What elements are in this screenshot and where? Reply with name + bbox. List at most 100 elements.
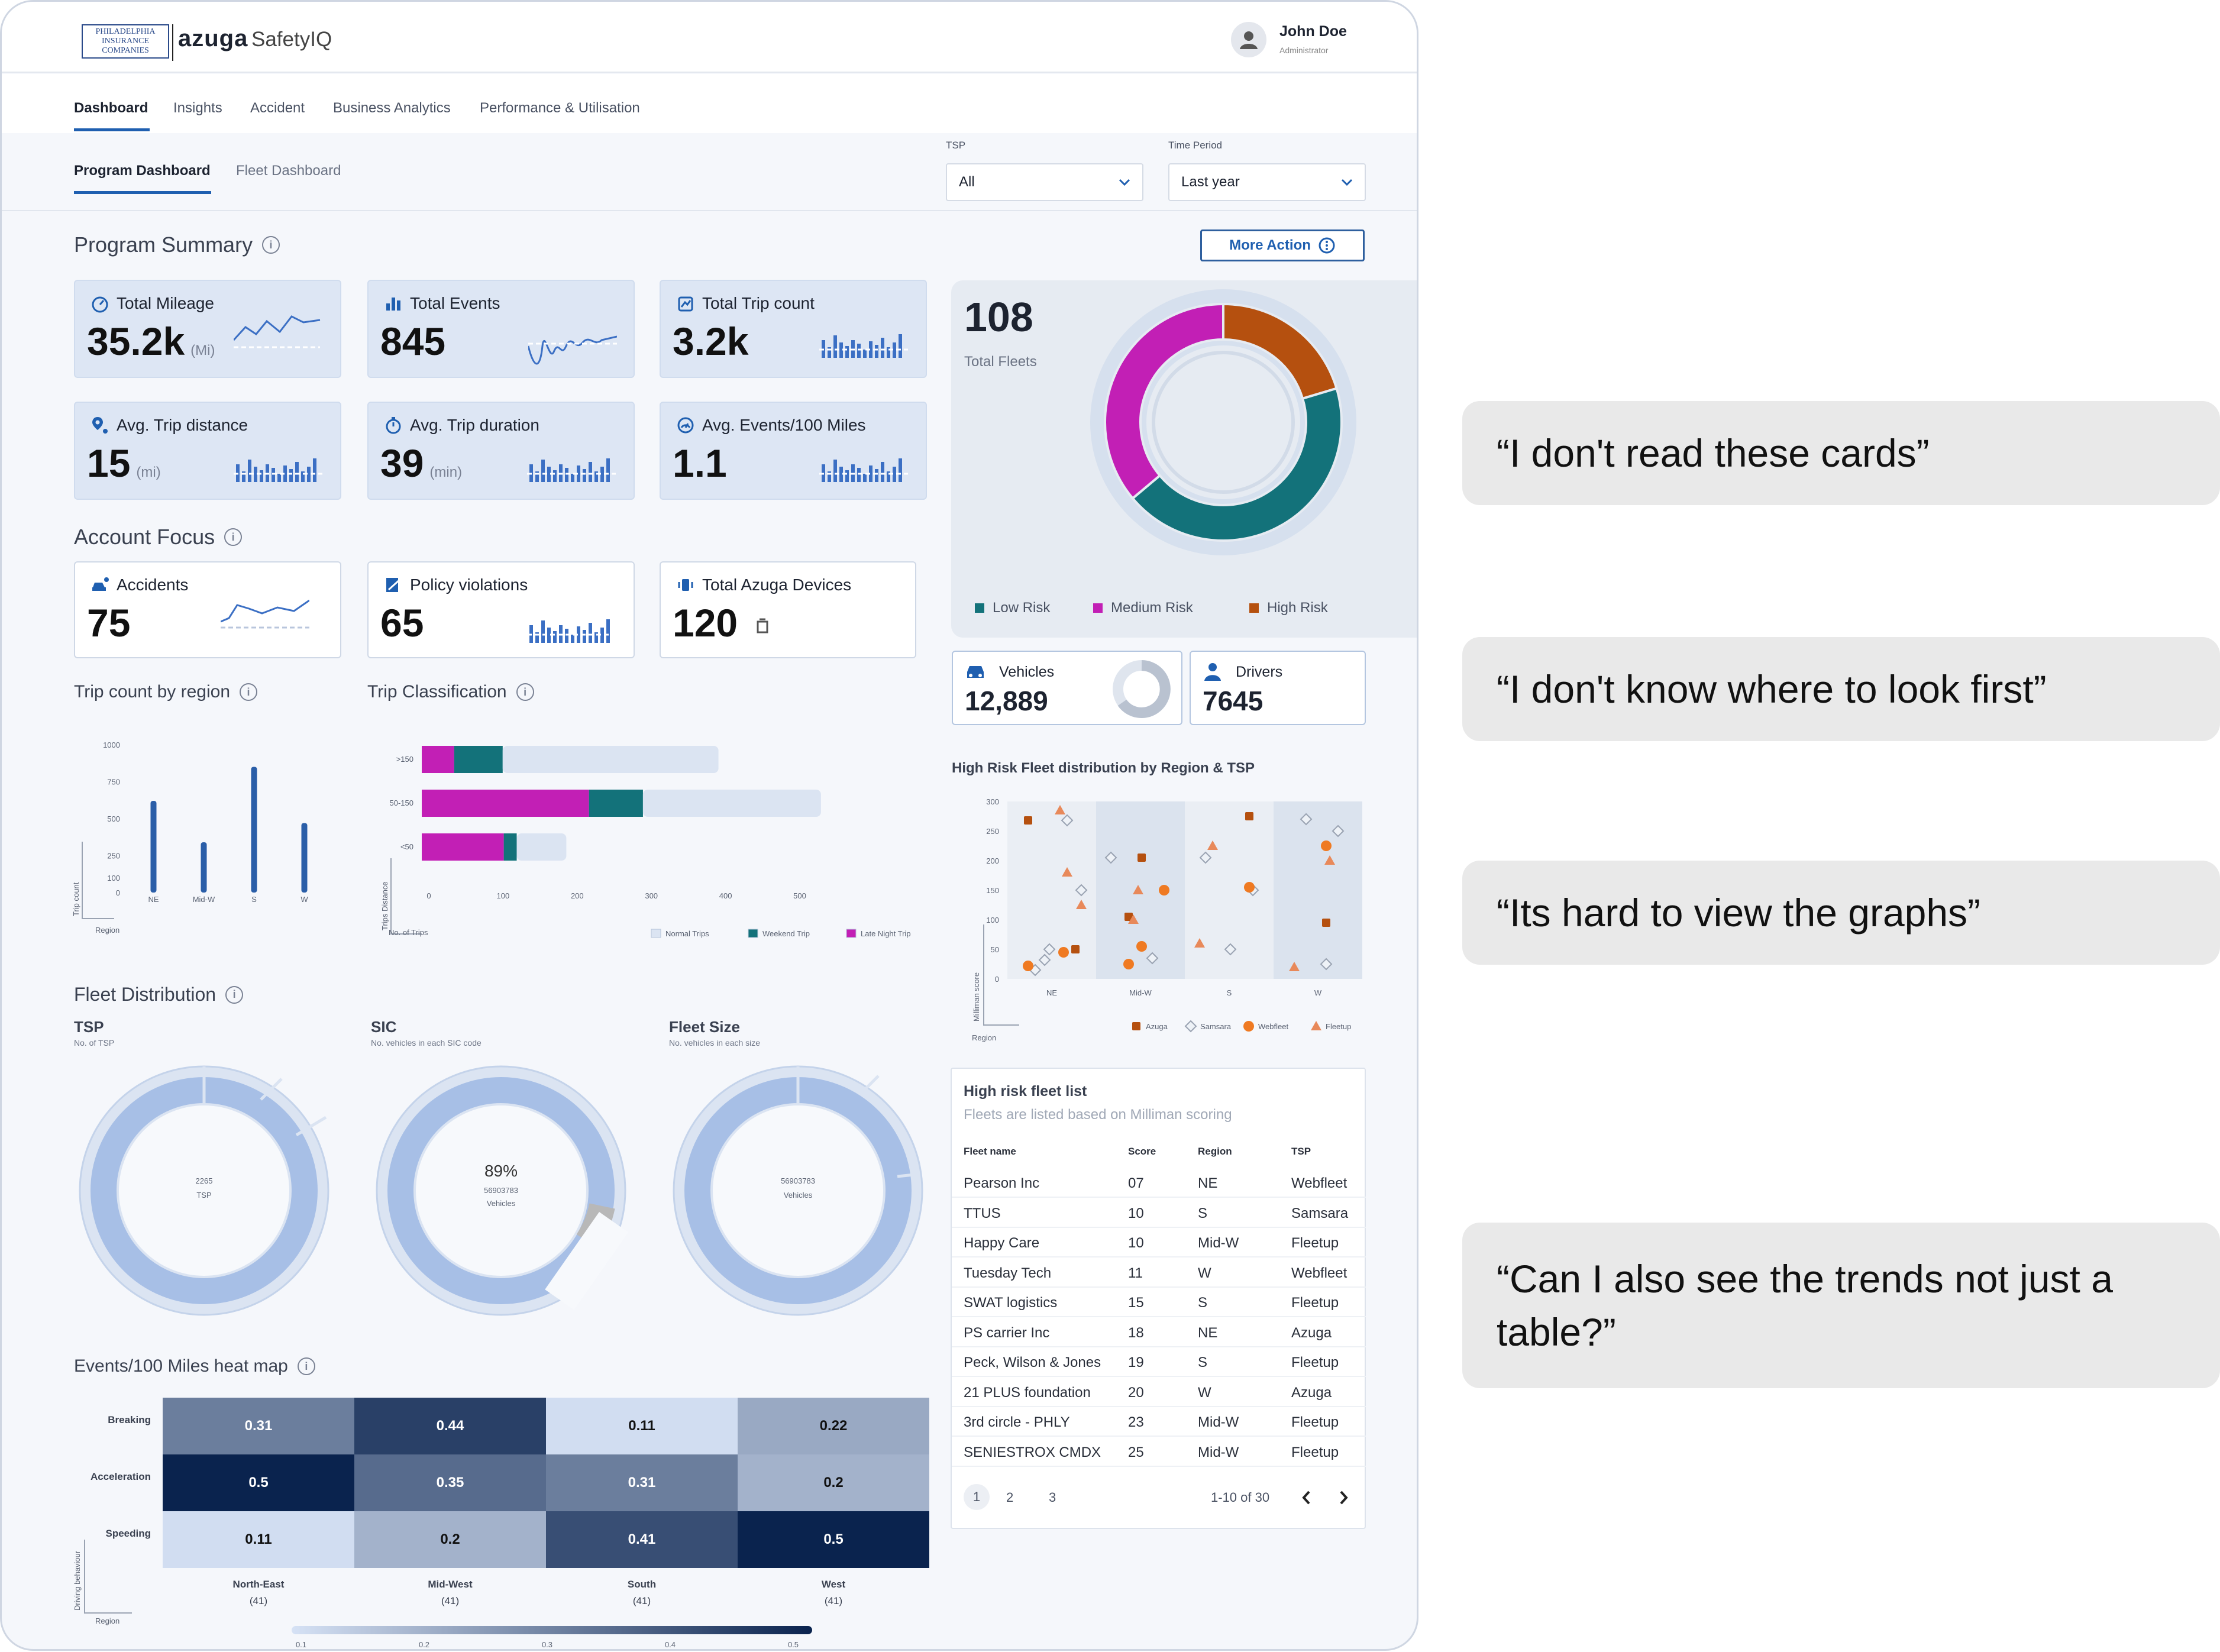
heatmap-cell[interactable]: 0.11 <box>546 1398 738 1454</box>
sic-donut-chart[interactable]: 89% 56903783 Vehicles <box>369 1058 634 1323</box>
table-row[interactable]: SWAT logistics 15 S Fleetup <box>952 1288 1366 1317</box>
point-webfleet[interactable] <box>1136 941 1147 952</box>
legend-marker[interactable] <box>1243 1021 1254 1032</box>
col-fleet-name[interactable]: Fleet name <box>964 1146 1016 1157</box>
bar-ne[interactable] <box>150 801 157 893</box>
point-azuga[interactable] <box>1138 854 1146 862</box>
table-row[interactable]: PS carrier Inc 18 NE Azuga <box>952 1318 1366 1347</box>
donut-slice-low-risk[interactable] <box>1130 387 1343 542</box>
table-row[interactable]: Happy Care 10 Mid-W Fleetup <box>952 1228 1366 1257</box>
heatmap-cell[interactable]: 0.22 <box>738 1398 929 1454</box>
segment-late-night-trip[interactable] <box>422 833 504 861</box>
next-page-icon[interactable] <box>1337 1490 1349 1505</box>
segment-weekend-trip[interactable] <box>454 746 503 773</box>
segment-normal-trips[interactable] <box>516 833 567 861</box>
heatmap-cell[interactable]: 0.35 <box>354 1454 546 1511</box>
vehicles-card[interactable]: Vehicles 12,889 <box>952 651 1182 725</box>
legend-marker[interactable] <box>1311 1021 1321 1030</box>
heatmap-cell[interactable]: 0.41 <box>546 1511 738 1568</box>
point-fleetup[interactable] <box>1289 962 1300 971</box>
table-row[interactable]: SENIESTROX CMDX 25 Mid-W Fleetup <box>952 1437 1366 1467</box>
more-action-button[interactable]: More Action <box>1200 229 1365 261</box>
info-icon[interactable]: i <box>516 683 534 701</box>
point-fleetup[interactable] <box>1076 900 1087 909</box>
point-fleetup[interactable] <box>1194 938 1205 948</box>
point-fleetup[interactable] <box>1324 855 1335 865</box>
risk-donut-chart[interactable] <box>1081 280 1365 564</box>
col-region[interactable]: Region <box>1198 1146 1232 1157</box>
page-1-button[interactable]: 1 <box>964 1484 990 1510</box>
heatmap-cell[interactable]: 0.31 <box>546 1454 738 1511</box>
heatmap-cell[interactable]: 0.44 <box>354 1398 546 1454</box>
total-mileage-card[interactable]: Total Mileage 35.2k (Mi) <box>74 280 341 378</box>
segment-weekend-trip[interactable] <box>589 790 643 817</box>
table-row[interactable]: 21 PLUS foundation 20 W Azuga <box>952 1378 1366 1407</box>
avg-trip-duration-card[interactable]: Avg. Trip duration 39 (min) <box>367 402 635 500</box>
heatmap-cell[interactable]: 0.2 <box>738 1454 929 1511</box>
point-samsara[interactable] <box>1104 851 1117 864</box>
avg-trip-distance-card[interactable]: Avg. Trip distance 15 (mi) <box>74 402 341 500</box>
tsp-donut-chart[interactable]: 2265 TSP <box>72 1058 337 1323</box>
heatmap-cell[interactable]: 0.11 <box>163 1511 354 1568</box>
segment-normal-trips[interactable] <box>642 790 821 817</box>
segment-late-night-trip[interactable] <box>422 790 589 817</box>
point-azuga[interactable] <box>1322 919 1330 927</box>
subtab-program-dashboard[interactable]: Program Dashboard <box>74 163 211 179</box>
info-icon[interactable]: i <box>240 683 258 701</box>
point-azuga[interactable] <box>1245 812 1253 820</box>
period-select[interactable]: Last year <box>1168 163 1366 201</box>
table-row[interactable]: Tuesday Tech 11 W Webfleet <box>952 1258 1366 1288</box>
heatmap-cell[interactable]: 0.2 <box>354 1511 546 1568</box>
azuga-devices-card[interactable]: Total Azuga Devices 120 <box>660 561 916 658</box>
heatmap-cell[interactable]: 0.31 <box>163 1398 354 1454</box>
point-samsara[interactable] <box>1146 952 1159 965</box>
legend-marker[interactable] <box>1184 1020 1197 1033</box>
high-risk-scatter-chart[interactable]: NE Mid-W S W 300 250 200 150 100 50 0 Milliman scor… <box>948 783 1374 1049</box>
point-samsara[interactable] <box>1038 953 1051 966</box>
segment-weekend-trip[interactable] <box>503 833 517 861</box>
fleet-size-donut-chart[interactable]: 56903783 Vehicles <box>665 1058 930 1323</box>
point-samsara[interactable] <box>1224 943 1237 956</box>
point-fleetup[interactable] <box>1128 914 1139 924</box>
bar-mid-w[interactable] <box>201 842 207 893</box>
tab-performance[interactable]: Performance & Utilisation <box>480 100 640 116</box>
avg-events-card[interactable]: Avg. Events/100 Miles 1.1 <box>660 402 927 500</box>
accidents-card[interactable]: Accidents 75 <box>74 561 341 658</box>
point-webfleet[interactable] <box>1023 961 1033 971</box>
bar-w[interactable] <box>301 823 308 893</box>
table-row[interactable]: Pearson Inc 07 NE Webfleet <box>952 1168 1366 1198</box>
point-webfleet[interactable] <box>1321 840 1332 851</box>
user-name[interactable]: John Doe <box>1279 23 1347 40</box>
info-icon[interactable]: i <box>225 985 244 1004</box>
policy-violations-card[interactable]: Policy violations 65 <box>367 561 635 658</box>
point-azuga[interactable] <box>1124 913 1133 921</box>
tab-insights[interactable]: Insights <box>173 100 222 116</box>
point-samsara[interactable] <box>1075 884 1088 897</box>
point-fleetup[interactable] <box>1207 840 1218 850</box>
col-tsp[interactable]: TSP <box>1291 1146 1311 1157</box>
total-events-card[interactable]: Total Events 845 <box>367 280 635 378</box>
point-fleetup[interactable] <box>1133 885 1143 894</box>
point-samsara[interactable] <box>1199 851 1212 864</box>
user-avatar-icon[interactable] <box>1231 22 1266 57</box>
point-fleetup[interactable] <box>1062 867 1072 877</box>
donut-slice-medium-risk[interactable] <box>1104 302 1224 500</box>
tab-business-analytics[interactable]: Business Analytics <box>333 100 451 116</box>
page-2-button[interactable]: 2 <box>1006 1490 1014 1505</box>
point-azuga[interactable] <box>1071 945 1080 953</box>
subtab-fleet-dashboard[interactable]: Fleet Dashboard <box>236 163 341 179</box>
table-row[interactable]: 3rd circle - PHLY 23 Mid-W Fleetup <box>952 1407 1366 1437</box>
segment-late-night-trip[interactable] <box>422 746 454 773</box>
point-webfleet[interactable] <box>1159 885 1169 895</box>
point-samsara[interactable] <box>1043 943 1056 956</box>
bar-s[interactable] <box>251 767 257 893</box>
info-icon[interactable]: i <box>224 528 243 546</box>
point-webfleet[interactable] <box>1244 882 1255 893</box>
heatmap-cell[interactable]: 0.5 <box>738 1511 929 1568</box>
table-row[interactable]: Peck, Wilson & Jones 19 S Fleetup <box>952 1347 1366 1377</box>
segment-normal-trips[interactable] <box>502 746 719 773</box>
total-trip-count-card[interactable]: Total Trip count 3.2k <box>660 280 927 378</box>
heatmap-cell[interactable]: 0.5 <box>163 1454 354 1511</box>
trip-class-chart[interactable]: >150 50-150 <50 0 100 200 300 400 500 Trips Dista… <box>363 723 936 948</box>
